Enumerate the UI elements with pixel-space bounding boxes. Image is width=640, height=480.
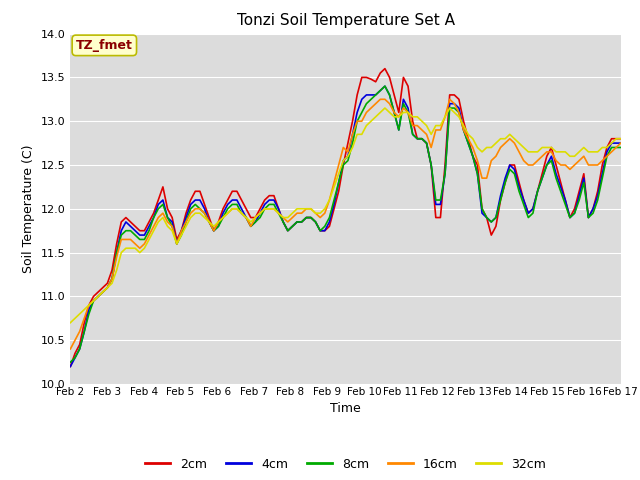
- X-axis label: Time: Time: [330, 402, 361, 415]
- Title: Tonzi Soil Temperature Set A: Tonzi Soil Temperature Set A: [237, 13, 454, 28]
- Text: TZ_fmet: TZ_fmet: [76, 39, 132, 52]
- Y-axis label: Soil Temperature (C): Soil Temperature (C): [22, 144, 35, 273]
- Legend: 2cm, 4cm, 8cm, 16cm, 32cm: 2cm, 4cm, 8cm, 16cm, 32cm: [140, 453, 551, 476]
